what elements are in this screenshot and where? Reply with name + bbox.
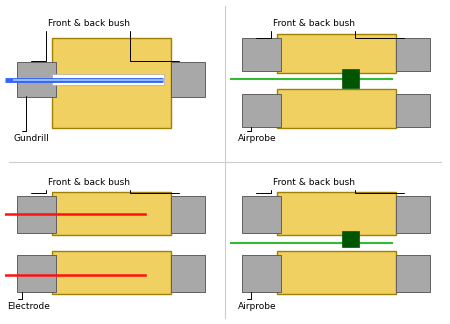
Bar [342,231,359,247]
Bar [171,196,205,233]
Bar [52,251,171,294]
Bar [52,192,171,235]
Bar [396,94,430,127]
Bar [243,196,281,233]
Bar [171,63,205,97]
Text: Front & back bush: Front & back bush [48,178,130,187]
Bar [52,74,164,85]
Bar [52,38,171,128]
Bar [18,196,56,233]
Bar [396,196,430,233]
Text: Airprobe: Airprobe [238,302,277,311]
Bar [243,94,281,127]
Text: Gundrill: Gundrill [13,134,49,143]
Text: Front & back bush: Front & back bush [273,178,355,187]
Bar [277,251,396,294]
Bar [277,89,396,128]
Bar [342,69,359,88]
Bar [277,192,396,235]
Bar [243,255,281,292]
Bar [396,38,430,71]
Text: Electrode: Electrode [7,302,50,311]
Text: Airprobe: Airprobe [238,134,277,143]
Text: Front & back bush: Front & back bush [48,19,130,28]
Bar [277,34,396,73]
Bar [171,255,205,292]
Bar [396,255,430,292]
Bar [243,38,281,71]
Text: Front & back bush: Front & back bush [273,19,355,28]
Bar [18,255,56,292]
Bar [18,63,56,97]
